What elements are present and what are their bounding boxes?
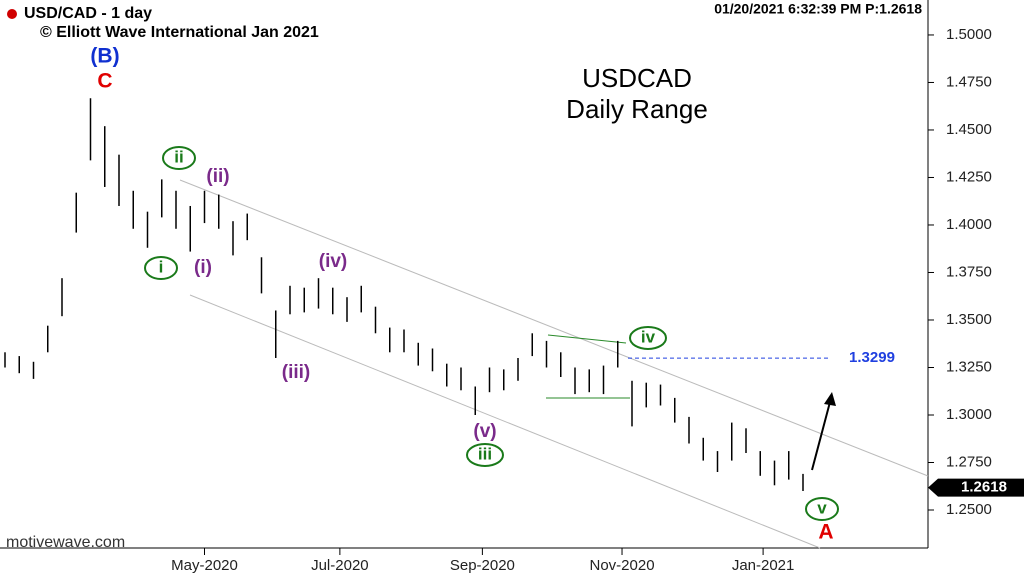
copyright: © Elliott Wave International Jan 2021 bbox=[40, 24, 319, 41]
channel-line bbox=[179, 179, 929, 477]
last-price-box bbox=[928, 478, 1024, 497]
x-tick-label: Jan-2021 bbox=[732, 557, 795, 574]
wave-label: iii bbox=[478, 444, 492, 463]
wave-label: iv bbox=[641, 327, 656, 346]
symbol: USD/CAD - 1 day bbox=[24, 5, 152, 22]
target-label: 1.3299 bbox=[849, 349, 895, 366]
triangle-line bbox=[547, 334, 627, 344]
chart-title: USDCAD bbox=[582, 63, 692, 93]
wave-label: (v) bbox=[473, 421, 496, 442]
y-tick-label: 1.4250 bbox=[946, 168, 992, 185]
y-tick-label: 1.5000 bbox=[946, 26, 992, 43]
wave-labels: (B) C ii (ii) i (i) (iv) (iii) (v) iii i… bbox=[90, 45, 839, 544]
x-tick-label: May-2020 bbox=[171, 557, 238, 574]
y-tick-label: 1.4000 bbox=[946, 216, 992, 233]
y-tick-label: 1.3000 bbox=[946, 406, 992, 423]
wave-label: (ii) bbox=[206, 166, 229, 187]
x-tick-label: Nov-2020 bbox=[590, 557, 655, 574]
y-tick-label: 1.2750 bbox=[946, 453, 992, 470]
wave-label: A bbox=[818, 521, 833, 544]
wave-circle bbox=[162, 146, 196, 170]
wave-circle bbox=[466, 443, 504, 467]
timestamp: 01/20/2021 6:32:39 PM P:1.2618 bbox=[714, 1, 922, 17]
symbol-dot bbox=[7, 9, 17, 19]
x-tick-label: Sep-2020 bbox=[450, 557, 515, 574]
wave-label: (B) bbox=[90, 45, 119, 68]
watermark: motivewave.com bbox=[6, 534, 125, 551]
x-tick-label: Jul-2020 bbox=[311, 557, 369, 574]
y-tick-label: 1.3750 bbox=[946, 263, 992, 280]
wave-circle bbox=[629, 326, 667, 350]
wave-label: i bbox=[159, 257, 164, 276]
channel-line bbox=[189, 294, 821, 549]
wave-label: (iii) bbox=[282, 362, 311, 383]
arrow bbox=[811, 401, 831, 471]
y-tick-label: 1.4500 bbox=[946, 121, 992, 138]
y-tick-label: 1.3250 bbox=[946, 358, 992, 375]
y-tick-label: 1.3500 bbox=[946, 311, 992, 328]
arrow-head bbox=[824, 392, 836, 406]
wave-label: ii bbox=[174, 147, 183, 166]
wave-label: (i) bbox=[194, 257, 212, 278]
wave-circle bbox=[805, 497, 839, 521]
wave-label: (iv) bbox=[319, 251, 348, 272]
last-price-label: 1.2618 bbox=[961, 479, 1007, 496]
y-tick-label: 1.2500 bbox=[946, 501, 992, 518]
wave-label: C bbox=[97, 70, 112, 93]
wave-label: v bbox=[817, 498, 827, 517]
chart-subtitle: Daily Range bbox=[566, 94, 708, 124]
wave-circle bbox=[144, 256, 178, 280]
y-tick-label: 1.4750 bbox=[946, 73, 992, 90]
